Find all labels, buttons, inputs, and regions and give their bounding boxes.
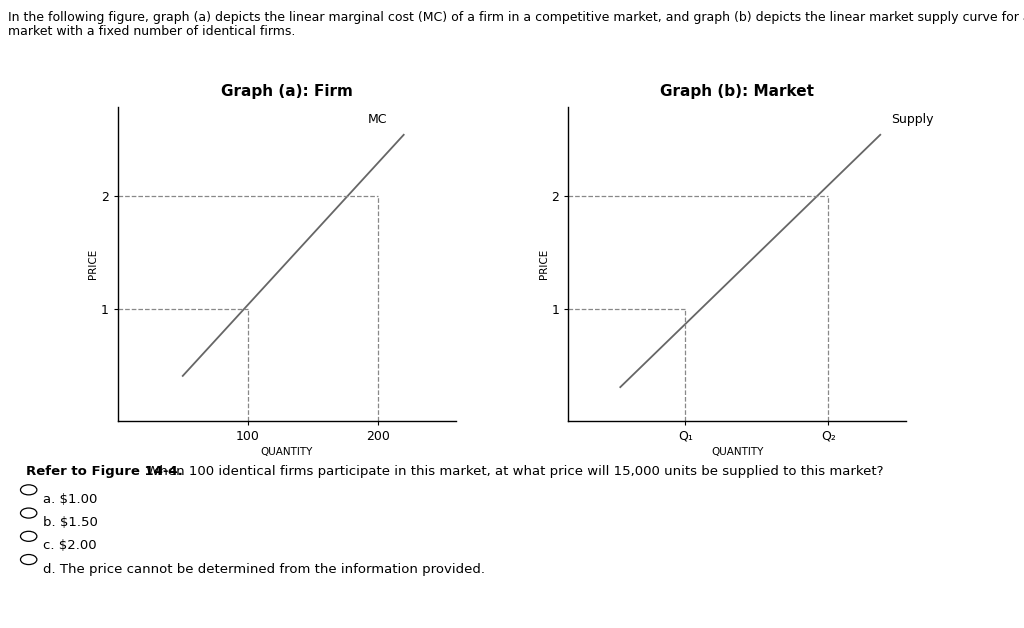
Text: In the following figure, graph (a) depicts the linear marginal cost (MC) of a fi: In the following figure, graph (a) depic… xyxy=(8,11,1024,24)
Text: market with a fixed number of identical firms.: market with a fixed number of identical … xyxy=(8,25,296,38)
Y-axis label: PRICE: PRICE xyxy=(88,249,98,279)
Text: c. $2.00: c. $2.00 xyxy=(43,539,96,553)
Text: d. The price cannot be determined from the information provided.: d. The price cannot be determined from t… xyxy=(43,563,485,576)
Text: a. $1.00: a. $1.00 xyxy=(43,493,97,506)
Text: MC: MC xyxy=(368,113,387,126)
Text: b. $1.50: b. $1.50 xyxy=(43,516,98,529)
Text: When 100 identical firms participate in this market, at what price will 15,000 u: When 100 identical firms participate in … xyxy=(142,465,884,478)
X-axis label: QUANTITY: QUANTITY xyxy=(711,447,764,457)
Title: Graph (b): Market: Graph (b): Market xyxy=(660,84,814,99)
Y-axis label: PRICE: PRICE xyxy=(539,249,549,279)
Title: Graph (a): Firm: Graph (a): Firm xyxy=(221,84,352,99)
X-axis label: QUANTITY: QUANTITY xyxy=(260,447,313,457)
Text: Supply: Supply xyxy=(891,113,933,126)
Text: Refer to Figure 14-4.: Refer to Figure 14-4. xyxy=(26,465,182,478)
